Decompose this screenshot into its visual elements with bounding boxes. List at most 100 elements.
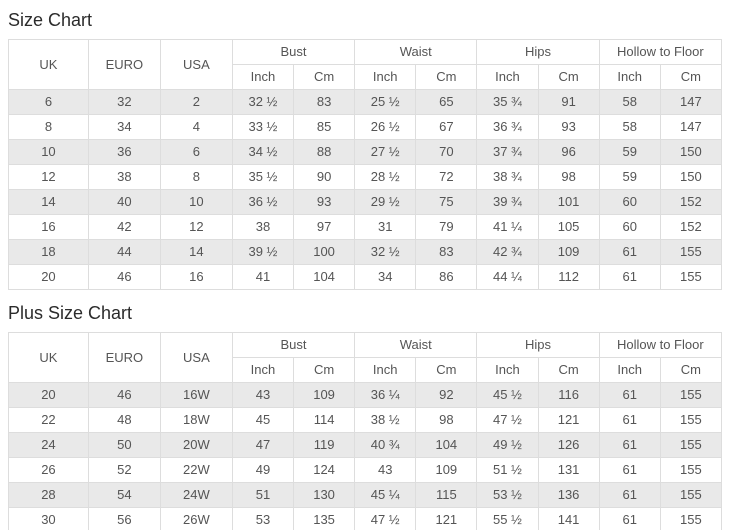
table-cell: 150 xyxy=(659,164,723,190)
table-row: 26 52 22W 49 124 43 109 51 ½ 131 61 155 xyxy=(8,457,723,483)
table-cell: 53 ½ xyxy=(476,482,539,508)
table-cell: 86 xyxy=(415,264,478,290)
table-cell: 34 xyxy=(87,114,161,140)
table-cell: 155 xyxy=(659,482,723,508)
table-cell: 35 ½ xyxy=(231,164,295,190)
table-row: 16 42 12 38 97 31 79 41 ¼ 105 60 152 xyxy=(8,214,723,240)
table-cell: 43 xyxy=(354,457,417,483)
size-chart-header: UK EURO USA Bust Waist Hips Hollow to Fl… xyxy=(8,39,723,90)
table-cell: 44 ¼ xyxy=(476,264,539,290)
table-cell: 114 xyxy=(293,407,356,433)
table-cell: 93 xyxy=(537,114,600,140)
subheader-waist-cm: Cm xyxy=(415,357,478,383)
table-cell: 130 xyxy=(293,482,356,508)
table-cell: 8 xyxy=(8,114,89,140)
table-cell: 147 xyxy=(659,114,723,140)
table-cell: 60 xyxy=(598,214,661,240)
subheader-hips-cm: Cm xyxy=(537,64,600,90)
subheader-waist-inch: Inch xyxy=(354,64,417,90)
table-row: 24 50 20W 47 119 40 ¾ 104 49 ½ 126 61 155 xyxy=(8,432,723,458)
table-cell: 37 ¾ xyxy=(476,139,539,165)
table-cell: 28 ½ xyxy=(354,164,417,190)
table-cell: 4 xyxy=(159,114,233,140)
subheader-hollow-cm: Cm xyxy=(659,357,723,383)
column-header-uk: UK xyxy=(8,39,89,90)
table-cell: 51 ½ xyxy=(476,457,539,483)
table-cell: 41 xyxy=(231,264,295,290)
table-cell: 20 xyxy=(8,382,89,408)
table-cell: 16 xyxy=(8,214,89,240)
table-cell: 49 xyxy=(231,457,295,483)
table-cell: 10 xyxy=(8,139,89,165)
table-cell: 83 xyxy=(293,89,356,115)
table-cell: 31 xyxy=(354,214,417,240)
table-cell: 42 xyxy=(87,214,161,240)
table-cell: 56 xyxy=(87,507,161,530)
table-cell: 59 xyxy=(598,139,661,165)
table-cell: 32 xyxy=(87,89,161,115)
table-cell: 25 ½ xyxy=(354,89,417,115)
table-cell: 36 ¼ xyxy=(354,382,417,408)
table-cell: 8 xyxy=(159,164,233,190)
table-cell: 22 xyxy=(8,407,89,433)
table-cell: 152 xyxy=(659,214,723,240)
table-cell: 46 xyxy=(87,382,161,408)
table-cell: 98 xyxy=(537,164,600,190)
subheader-bust-cm: Cm xyxy=(293,64,356,90)
table-cell: 155 xyxy=(659,457,723,483)
table-cell: 52 xyxy=(87,457,161,483)
plus-size-chart-table: UK EURO USA Bust Waist Hips Hollow to Fl… xyxy=(8,332,723,530)
table-cell: 16W xyxy=(159,382,233,408)
table-cell: 59 xyxy=(598,164,661,190)
table-cell: 88 xyxy=(293,139,356,165)
table-cell: 61 xyxy=(598,482,661,508)
table-row: 12 38 8 35 ½ 90 28 ½ 72 38 ¾ 98 59 150 xyxy=(8,164,723,190)
table-row: 14 40 10 36 ½ 93 29 ½ 75 39 ¾ 101 60 152 xyxy=(8,189,723,215)
table-cell: 109 xyxy=(293,382,356,408)
table-cell: 47 ½ xyxy=(476,407,539,433)
table-cell: 141 xyxy=(537,507,600,530)
column-header-hips: Hips xyxy=(476,39,600,65)
table-row: 20 46 16W 43 109 36 ¼ 92 45 ½ 116 61 155 xyxy=(8,382,723,408)
table-cell: 49 ½ xyxy=(476,432,539,458)
column-header-usa: USA xyxy=(159,332,233,383)
table-cell: 14 xyxy=(159,239,233,265)
table-cell: 40 xyxy=(87,189,161,215)
table-cell: 46 xyxy=(87,264,161,290)
table-cell: 58 xyxy=(598,114,661,140)
table-cell: 32 ½ xyxy=(354,239,417,265)
column-header-usa: USA xyxy=(159,39,233,90)
table-cell: 34 ½ xyxy=(231,139,295,165)
table-cell: 44 xyxy=(87,239,161,265)
subheader-bust-inch: Inch xyxy=(231,357,295,383)
table-cell: 41 ¼ xyxy=(476,214,539,240)
table-cell: 28 xyxy=(8,482,89,508)
size-chart-title: Size Chart xyxy=(8,10,93,30)
table-cell: 36 ½ xyxy=(231,189,295,215)
table-cell: 32 ½ xyxy=(231,89,295,115)
table-cell: 155 xyxy=(659,382,723,408)
table-cell: 79 xyxy=(415,214,478,240)
table-cell: 131 xyxy=(537,457,600,483)
table-row: 6 32 2 32 ½ 83 25 ½ 65 35 ¾ 91 58 147 xyxy=(8,89,723,115)
table-cell: 29 ½ xyxy=(354,189,417,215)
plus-size-chart-body: 20 46 16W 43 109 36 ¼ 92 45 ½ 116 61 155 22 48 18W 45 1… xyxy=(8,382,723,530)
table-cell: 112 xyxy=(537,264,600,290)
table-cell: 22W xyxy=(159,457,233,483)
table-cell: 54 xyxy=(87,482,161,508)
table-cell: 24 xyxy=(8,432,89,458)
subheader-bust-cm: Cm xyxy=(293,357,356,383)
table-cell: 39 ¾ xyxy=(476,189,539,215)
table-cell: 47 ½ xyxy=(354,507,417,530)
table-cell: 70 xyxy=(415,139,478,165)
table-cell: 61 xyxy=(598,382,661,408)
subheader-waist-cm: Cm xyxy=(415,64,478,90)
table-cell: 20W xyxy=(159,432,233,458)
subheader-waist-inch: Inch xyxy=(354,357,417,383)
table-cell: 61 xyxy=(598,432,661,458)
table-cell: 18W xyxy=(159,407,233,433)
column-header-hollow-to-floor: Hollow to Floor xyxy=(598,39,723,65)
column-header-bust: Bust xyxy=(231,332,356,358)
table-cell: 100 xyxy=(293,239,356,265)
